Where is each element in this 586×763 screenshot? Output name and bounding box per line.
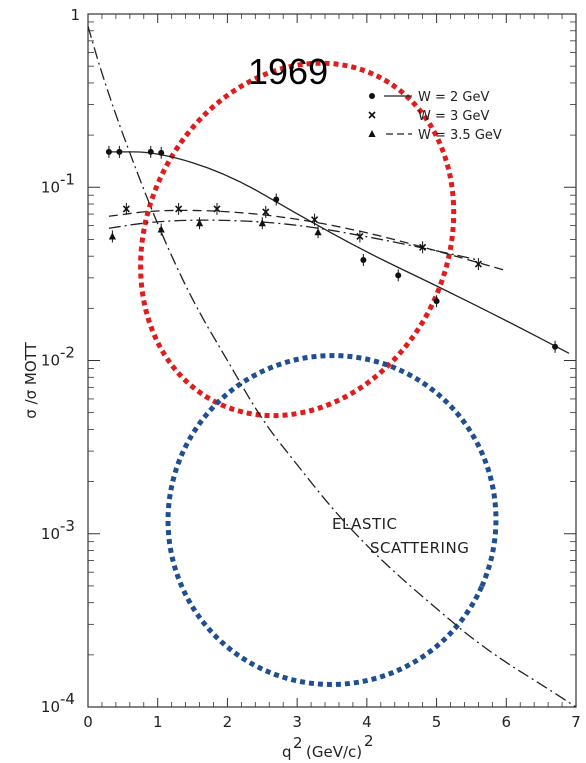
x-axis-label-unit: (GeV/c) (306, 743, 362, 761)
series-curves (87, 26, 577, 708)
y-tick-exponent: -2 (60, 344, 75, 362)
y-tick-label: 10 (41, 698, 60, 716)
x-axis-label-unit-exponent: 2 (364, 732, 374, 750)
axes-frame (87, 13, 577, 708)
legend-label: W = 3 GeV (418, 109, 489, 124)
x-tick-label: 4 (362, 713, 372, 731)
x-tick-label: 7 (571, 713, 581, 731)
legend-marker (368, 111, 376, 119)
legend-label: W = 3.5 GeV (418, 128, 502, 143)
highlight-ellipse (165, 353, 499, 687)
x-tick-label: 3 (292, 713, 302, 731)
y-tick-exponent: -3 (60, 517, 75, 535)
data-point (175, 205, 183, 213)
data-point (314, 228, 322, 236)
data-point (105, 148, 112, 155)
data-point (360, 257, 367, 264)
series-line (87, 26, 577, 708)
data-points (105, 145, 559, 353)
x-tick-label: 5 (432, 713, 442, 731)
data-point (311, 216, 319, 224)
series-line (108, 219, 479, 261)
legend-label: W = 2 GeV (418, 90, 489, 105)
chart-title: 1969 (248, 51, 328, 92)
data-point (273, 196, 280, 203)
y-tick-label: 1 (70, 6, 80, 24)
data-point (262, 208, 270, 216)
y-tick-label: 10 (41, 352, 60, 370)
chart-text: 0 1 2 3 4 5 6 710-410-310-210 -111969ELASTICSCAT… (22, 6, 581, 761)
x-axis-label: q (282, 743, 292, 761)
y-axis-label: σ /σ MOTT (22, 341, 40, 418)
x-tick-label: 0 (83, 713, 93, 731)
data-point (356, 232, 364, 241)
data-point (419, 243, 427, 251)
x-tick-label: 2 (223, 713, 233, 731)
data-point (158, 149, 165, 156)
highlight-ellipses (138, 60, 499, 687)
y-tick-exponent: -1 (60, 170, 75, 188)
tick-marks (87, 13, 577, 708)
data-point (108, 232, 116, 240)
series-line (108, 209, 507, 272)
data-point (195, 219, 204, 227)
data-point (552, 343, 559, 350)
x-axis-label-exponent: 2 (293, 734, 303, 752)
y-tick-label: 10 (41, 178, 60, 196)
data-point (213, 205, 221, 213)
data-point (433, 298, 440, 305)
legend: W = 2 GeV W = 3 GeV W = 3.5 GeV (368, 90, 502, 143)
y-tick-label: 10 (41, 525, 60, 543)
data-point (395, 272, 402, 279)
legend-marker (369, 93, 375, 99)
data-point (474, 260, 482, 268)
series-line (108, 151, 570, 354)
annotation-label: ELASTIC (332, 515, 398, 533)
data-point (116, 148, 123, 155)
data-point (122, 205, 130, 213)
data-point (258, 219, 266, 227)
x-tick-label: 1 (153, 713, 163, 731)
y-tick-exponent: -4 (60, 690, 75, 708)
plot-frame (87, 13, 577, 708)
legend-marker (368, 130, 376, 137)
x-tick-label: 6 (502, 713, 512, 731)
data-point (157, 225, 165, 233)
annotation-label: SCATTERING (370, 539, 469, 557)
data-point (147, 148, 154, 155)
